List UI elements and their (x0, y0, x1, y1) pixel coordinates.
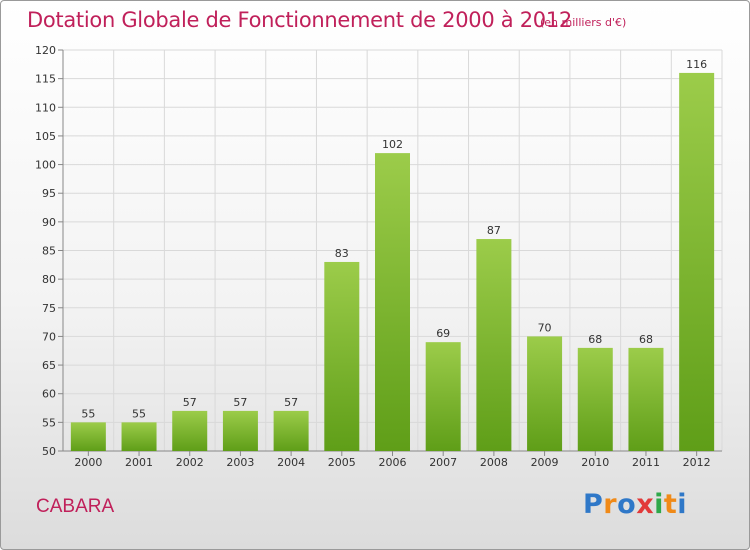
bar (425, 342, 461, 451)
data-label: 57 (233, 396, 247, 409)
data-label: 69 (436, 327, 450, 340)
bar (527, 336, 563, 451)
x-tick-label: 2004 (277, 456, 305, 469)
y-tick-label: 90 (42, 216, 56, 229)
data-label: 83 (335, 247, 349, 260)
y-tick-label: 115 (35, 73, 56, 86)
bar (628, 347, 664, 451)
logo-letter: x (636, 489, 655, 520)
y-tick-label: 70 (42, 330, 56, 343)
y-tick-label: 95 (42, 187, 56, 200)
logo-letter: i (677, 489, 688, 520)
y-tick-label: 50 (42, 445, 56, 458)
y-tick-label: 80 (42, 273, 56, 286)
bar (375, 153, 410, 451)
y-tick-label: 120 (35, 44, 56, 57)
bar (679, 72, 715, 452)
x-tick-label: 2009 (531, 456, 559, 469)
chart-title: Dotation Globale de Fonctionnement de 20… (27, 8, 572, 32)
y-tick-label: 60 (42, 388, 56, 401)
x-tick-label: 2010 (581, 456, 609, 469)
y-tick-label: 105 (35, 130, 56, 143)
x-tick-label: 2005 (328, 456, 356, 469)
bar (222, 410, 258, 451)
bar (324, 261, 360, 451)
bars (70, 72, 715, 452)
logo-letter: r (603, 489, 618, 520)
logo-letter: o (617, 489, 637, 520)
y-tick-label: 65 (42, 359, 56, 372)
x-tick-label: 2000 (74, 456, 102, 469)
data-label: 57 (183, 396, 197, 409)
x-tick-label: 2012 (683, 456, 711, 469)
data-label: 68 (588, 333, 602, 346)
data-label: 116 (686, 58, 707, 71)
y-tick-label: 110 (35, 101, 56, 114)
proxiti-logo[interactable]: Proxiti (583, 489, 687, 520)
x-tick-label: 2001 (125, 456, 153, 469)
x-tick-label: 2011 (632, 456, 660, 469)
y-tick-label: 75 (42, 302, 56, 315)
logo-letter: i (654, 489, 664, 520)
data-label: 55 (132, 407, 146, 420)
data-label: 68 (639, 333, 653, 346)
data-labels: 55 55 57 57 57 83 102 69 87 70 68 68 116 (81, 58, 707, 420)
data-label: 55 (81, 407, 95, 420)
x-tick-label: 2006 (379, 456, 407, 469)
bar (273, 410, 309, 451)
data-label: 87 (487, 224, 501, 237)
y-tick-label: 85 (42, 245, 56, 258)
y-tick-label: 55 (42, 416, 56, 429)
bar (577, 347, 613, 451)
x-tick-label: 2002 (176, 456, 204, 469)
x-tick-label: 2007 (429, 456, 457, 469)
data-label: 57 (284, 396, 298, 409)
logo-letter: P (583, 489, 604, 520)
bar (70, 422, 106, 451)
data-label: 70 (538, 321, 552, 334)
x-tick-label: 2008 (480, 456, 508, 469)
chart-subtitle: (en milliers d'€) (540, 16, 627, 29)
bar (476, 239, 512, 451)
bar (121, 422, 157, 451)
x-tick-label: 2003 (226, 456, 254, 469)
y-tick-label: 100 (35, 159, 56, 172)
data-label: 102 (382, 138, 403, 151)
commune-name: CABARA (36, 496, 115, 517)
bar (172, 410, 208, 451)
logo-letter: t (663, 489, 678, 520)
